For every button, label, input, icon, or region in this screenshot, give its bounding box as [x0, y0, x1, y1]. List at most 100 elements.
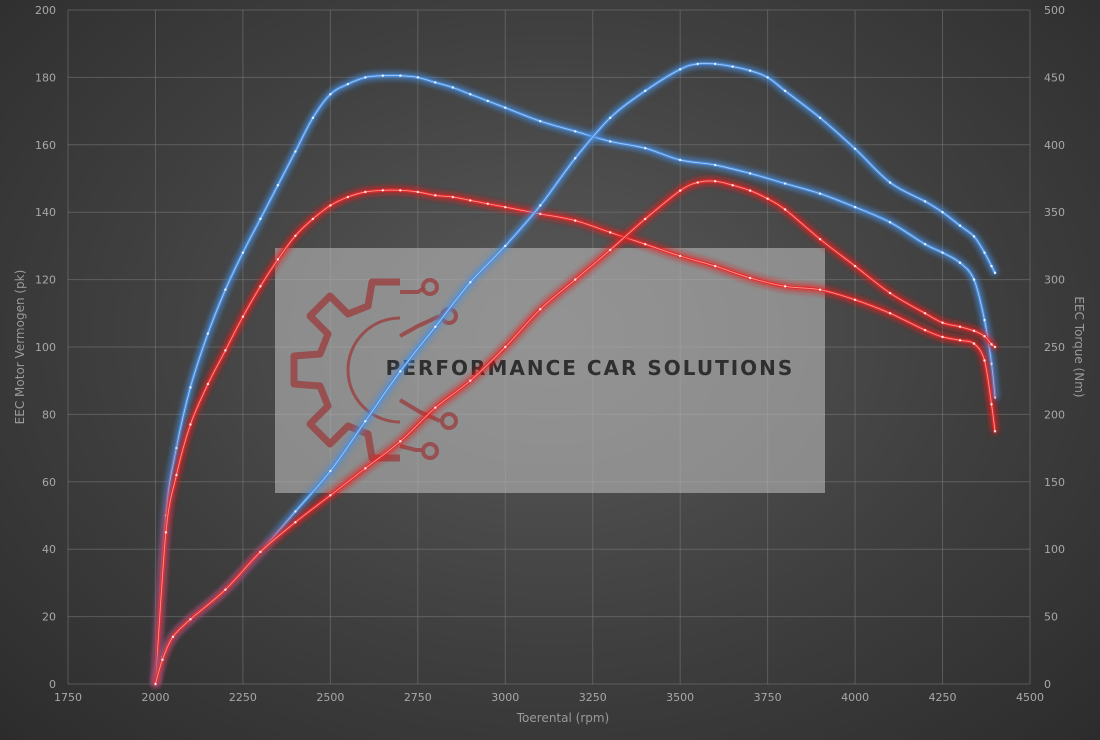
data-point [923, 312, 927, 315]
y-left-tick-label: 60 [42, 476, 56, 489]
data-point [983, 251, 986, 254]
data-point [678, 189, 682, 192]
series [153, 61, 997, 686]
data-point [696, 62, 699, 66]
data-point [346, 82, 350, 86]
y-right-tick-label: 350 [1044, 206, 1065, 219]
data-point [609, 231, 612, 234]
y-left-tick-label: 180 [35, 71, 56, 84]
data-point [941, 335, 944, 339]
y-right-axis-title: EEC Torque (Nm) [1072, 296, 1086, 397]
x-tick-label: 3000 [491, 691, 519, 704]
data-point [713, 62, 717, 66]
data-point [416, 76, 420, 79]
x-tick-label: 4250 [929, 691, 957, 704]
data-point [469, 199, 472, 202]
data-point [364, 419, 367, 423]
data-point [434, 406, 437, 409]
data-point [990, 362, 993, 366]
y-left-tick-label: 100 [35, 341, 56, 354]
x-tick-label: 2000 [141, 691, 169, 704]
data-point [364, 76, 367, 79]
data-point [276, 258, 280, 261]
data-point [259, 217, 262, 221]
data-point [311, 217, 315, 221]
y-left-axis-title: EEC Motor Vermogen (pk) [13, 270, 27, 425]
y-right-tick-label: 150 [1044, 476, 1065, 489]
data-point [990, 403, 993, 406]
data-point [888, 291, 892, 295]
data-point [958, 339, 962, 342]
data-point [748, 276, 752, 280]
data-point [783, 285, 787, 288]
series-line-highlight [155, 62, 996, 685]
y-right-tick-label: 200 [1044, 408, 1065, 421]
data-point [276, 184, 280, 187]
data-point [469, 281, 472, 284]
y-right-tick-label: 400 [1044, 139, 1065, 152]
series-2-left [153, 188, 997, 686]
data-point [399, 370, 402, 373]
data-point [818, 288, 822, 291]
data-point [486, 202, 489, 205]
series-4-right [153, 179, 997, 686]
data-point [853, 264, 857, 268]
data-point [983, 335, 986, 338]
x-tick-label: 2750 [404, 691, 432, 704]
data-point [713, 179, 717, 183]
data-point [609, 248, 612, 252]
data-point [189, 618, 192, 621]
data-point [644, 217, 647, 221]
data-point [451, 86, 454, 89]
data-point [888, 312, 892, 315]
axes: 1750 2000 2250 2500 2750 3000 3250 3500 3750 4000… [13, 4, 1086, 725]
data-point [539, 204, 542, 207]
y-left-tick-label: 40 [42, 543, 56, 556]
data-point [364, 190, 367, 194]
data-point [224, 588, 227, 591]
data-point [574, 157, 577, 160]
series-line-highlight [155, 180, 996, 685]
data-point [241, 315, 245, 318]
data-point [294, 234, 297, 237]
x-tick-label: 3250 [579, 691, 607, 704]
data-point [364, 467, 367, 470]
brand-name: PERFORMANCE CAR SOLUTIONS [386, 356, 795, 380]
data-point [469, 93, 472, 96]
data-point [766, 197, 769, 200]
y-left-tick-label: 200 [35, 4, 56, 17]
gear-circuit-icon [290, 278, 458, 462]
data-point [748, 189, 752, 192]
data-point [853, 205, 857, 209]
data-point [853, 147, 857, 151]
data-point [164, 531, 168, 534]
data-point [434, 81, 437, 84]
data-point [259, 285, 262, 288]
data-point [678, 68, 682, 71]
data-point [294, 521, 297, 524]
data-point [731, 65, 734, 68]
watermark-panel [275, 248, 825, 493]
data-point [941, 321, 944, 324]
data-point [783, 89, 787, 93]
data-point [983, 318, 986, 322]
data-point [972, 278, 976, 281]
data-point [972, 342, 976, 345]
data-point [923, 328, 927, 332]
data-point [993, 271, 997, 275]
data-point [713, 264, 717, 268]
x-tick-label: 3500 [666, 691, 694, 704]
data-point [993, 345, 997, 349]
data-point [206, 332, 210, 335]
data-point [329, 204, 332, 207]
data-point [574, 130, 577, 133]
y-right-tick-label: 0 [1044, 678, 1051, 691]
data-point [644, 243, 647, 246]
data-point [154, 682, 157, 686]
data-point [644, 146, 647, 150]
data-point [504, 244, 507, 248]
data-point [241, 251, 245, 254]
data-point [731, 184, 734, 187]
x-tick-label: 4000 [841, 691, 869, 704]
